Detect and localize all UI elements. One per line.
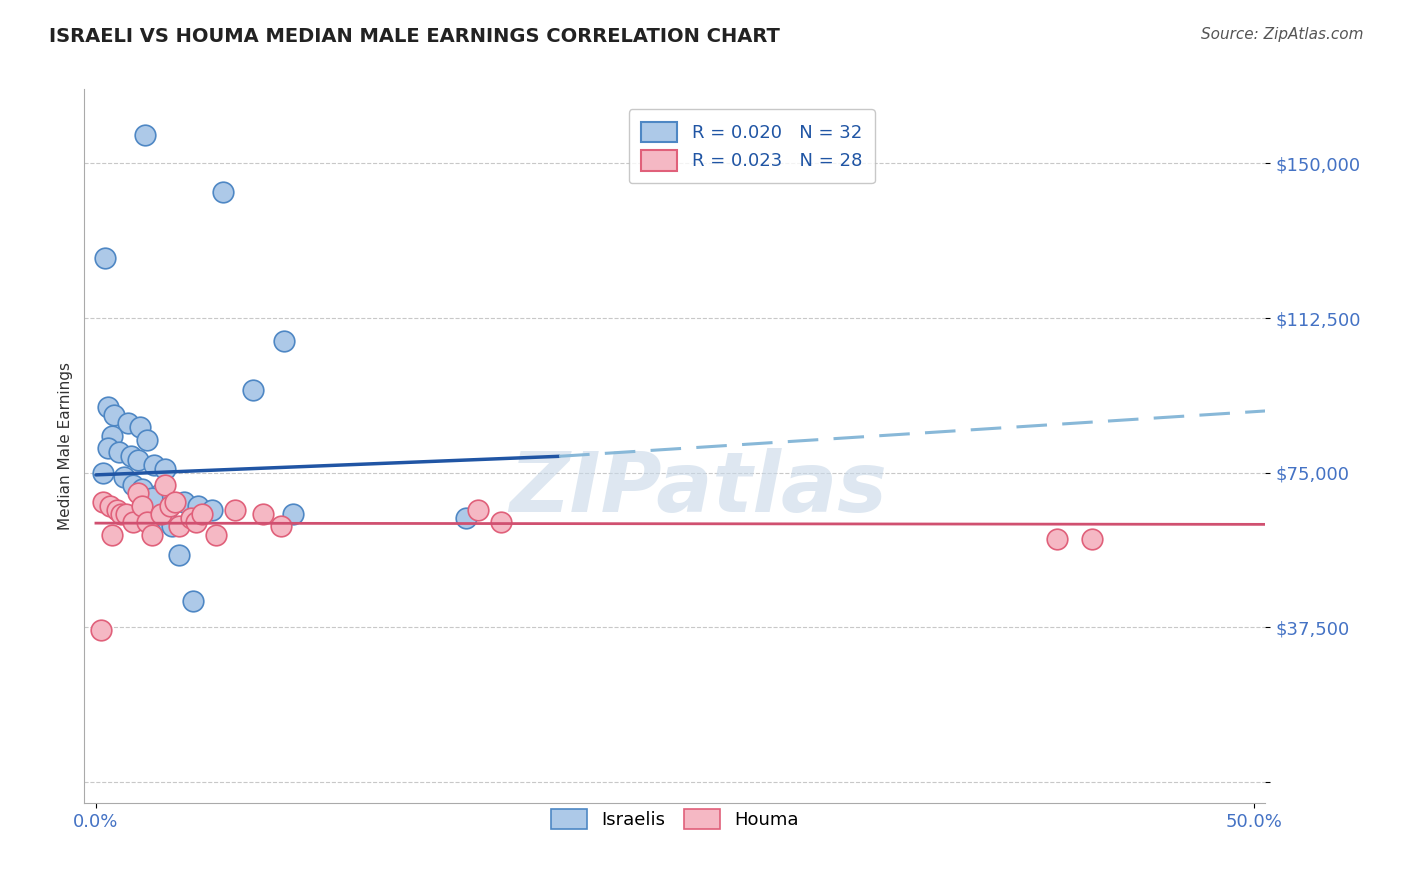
Point <box>127 453 149 467</box>
Text: Source: ZipAtlas.com: Source: ZipAtlas.com <box>1201 27 1364 42</box>
Point <box>135 516 157 530</box>
Point <box>155 461 177 475</box>
Legend: Israelis, Houma: Israelis, Houma <box>544 801 806 837</box>
Point <box>163 494 186 508</box>
Point <box>242 384 264 398</box>
Point <box>101 527 124 541</box>
Point <box>1046 532 1069 546</box>
Point <box>112 470 135 484</box>
Point <box>94 252 117 266</box>
Point <box>127 486 149 500</box>
Point <box>169 549 191 563</box>
Point <box>281 507 304 521</box>
Point <box>224 503 246 517</box>
Point <box>120 450 142 464</box>
Point <box>467 503 489 517</box>
Point <box>101 428 124 442</box>
Point <box>181 593 204 607</box>
Point <box>141 527 163 541</box>
Point <box>103 408 125 422</box>
Point <box>108 445 131 459</box>
Point <box>91 494 114 508</box>
Point <box>162 519 184 533</box>
Point <box>115 507 138 521</box>
Point <box>270 519 292 533</box>
Point <box>131 499 153 513</box>
Point <box>134 128 156 142</box>
Point <box>1080 532 1102 546</box>
Point <box>110 507 132 521</box>
Point <box>201 503 224 517</box>
Point <box>184 516 207 530</box>
Point <box>142 458 165 472</box>
Y-axis label: Median Male Earnings: Median Male Earnings <box>58 362 73 530</box>
Point <box>129 420 152 434</box>
Point <box>191 507 214 521</box>
Point <box>187 499 209 513</box>
Point <box>91 466 114 480</box>
Point <box>169 519 191 533</box>
Point <box>117 417 139 431</box>
Point <box>212 186 235 200</box>
Point <box>149 507 172 521</box>
Point <box>273 334 295 348</box>
Text: ISRAELI VS HOUMA MEDIAN MALE EARNINGS CORRELATION CHART: ISRAELI VS HOUMA MEDIAN MALE EARNINGS CO… <box>49 27 780 45</box>
Point <box>122 478 145 492</box>
Point <box>180 511 202 525</box>
Text: ZIPatlas: ZIPatlas <box>509 449 887 529</box>
Point <box>149 486 172 500</box>
Point <box>135 433 157 447</box>
Point <box>156 516 179 530</box>
Point <box>122 516 145 530</box>
Point <box>141 491 163 505</box>
Point <box>205 527 228 541</box>
Point <box>90 623 112 637</box>
Point <box>252 507 274 521</box>
Point <box>155 478 177 492</box>
Point <box>98 499 121 513</box>
Point <box>105 503 128 517</box>
Point <box>173 494 195 508</box>
Point <box>489 516 512 530</box>
Point <box>96 400 118 414</box>
Point <box>159 499 181 513</box>
Point <box>456 511 478 525</box>
Point <box>131 483 153 497</box>
Point <box>96 441 118 455</box>
